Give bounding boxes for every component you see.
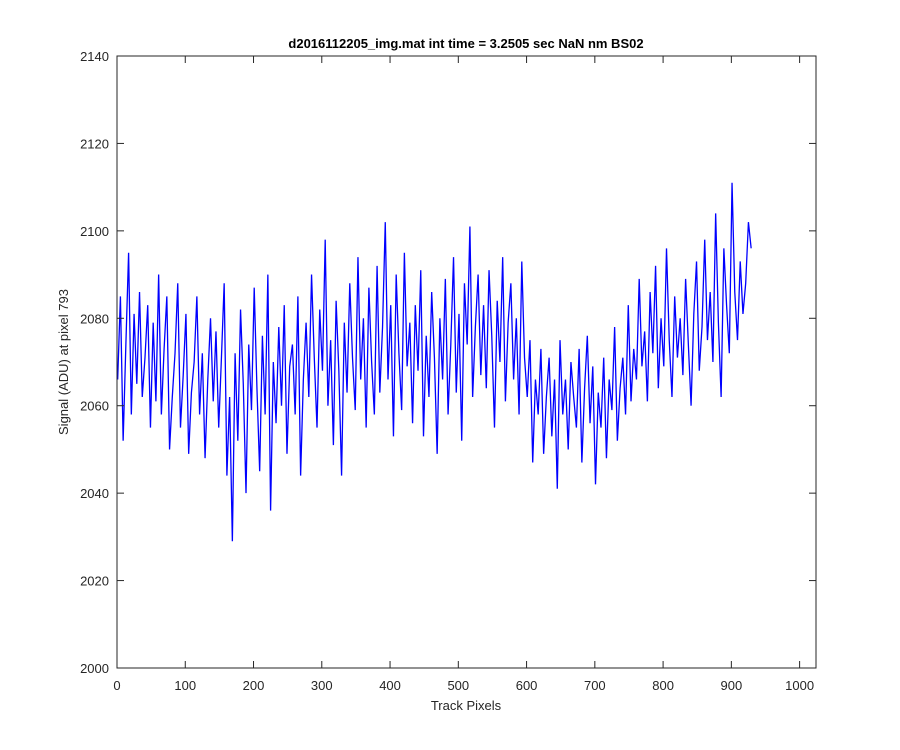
y-tick-label: 2020 bbox=[80, 574, 109, 589]
y-axis: 2000 2020 2040 2060 2080 2100 2120 2140 bbox=[80, 49, 816, 676]
y-tick-label: 2100 bbox=[80, 224, 109, 239]
x-tick-label: 100 bbox=[174, 678, 196, 693]
y-tick-label: 2080 bbox=[80, 311, 109, 326]
axes-box bbox=[116, 55, 817, 669]
x-tick-label: 500 bbox=[447, 678, 469, 693]
x-axis-label: Track Pixels bbox=[431, 698, 502, 713]
y-tick-label: 2040 bbox=[80, 486, 109, 501]
x-tick-label: 400 bbox=[379, 678, 401, 693]
y-tick-label: 2000 bbox=[80, 661, 109, 676]
x-tick-label: 600 bbox=[516, 678, 538, 693]
x-tick-label: 900 bbox=[721, 678, 743, 693]
x-tick-label: 200 bbox=[243, 678, 265, 693]
y-tick-label: 2140 bbox=[80, 49, 109, 64]
x-tick-label: 800 bbox=[652, 678, 674, 693]
y-tick-label: 2120 bbox=[80, 136, 109, 151]
series-line bbox=[117, 182, 752, 542]
y-tick-label: 2060 bbox=[80, 399, 109, 414]
x-tick-label: 1000 bbox=[785, 678, 814, 693]
x-axis: 0 100 200 300 400 500 600 700 800 900 1000 bbox=[113, 56, 814, 693]
x-tick-label: 300 bbox=[311, 678, 333, 693]
x-tick-label: 700 bbox=[584, 678, 606, 693]
chart-title: d2016112205_img.mat int time = 3.2505 se… bbox=[288, 36, 643, 51]
y-axis-label: Signal (ADU) at pixel 793 bbox=[56, 289, 71, 435]
x-tick-label: 0 bbox=[113, 678, 120, 693]
